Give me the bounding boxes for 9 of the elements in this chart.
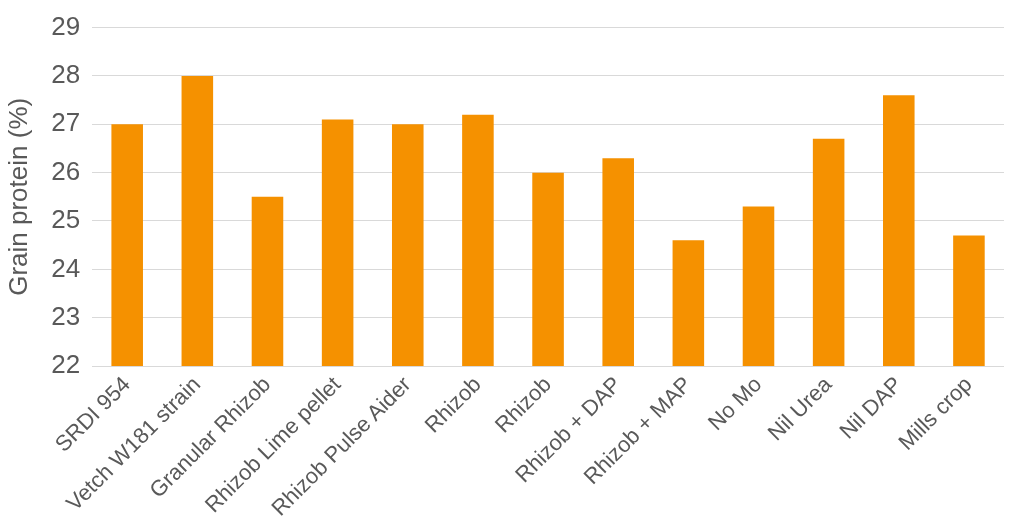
y-axis-title: Grain protein (%) xyxy=(2,97,33,296)
y-tick-label: 25 xyxy=(51,204,81,235)
y-tick-label: 28 xyxy=(51,59,81,90)
y-tick-label: 23 xyxy=(51,300,81,331)
y-tick-label: 24 xyxy=(51,252,81,283)
y-tick-label: 29 xyxy=(51,10,81,41)
y-tick-label: 22 xyxy=(51,349,81,380)
y-tick-label: 27 xyxy=(51,107,81,138)
y-tick-label: 26 xyxy=(51,155,81,186)
